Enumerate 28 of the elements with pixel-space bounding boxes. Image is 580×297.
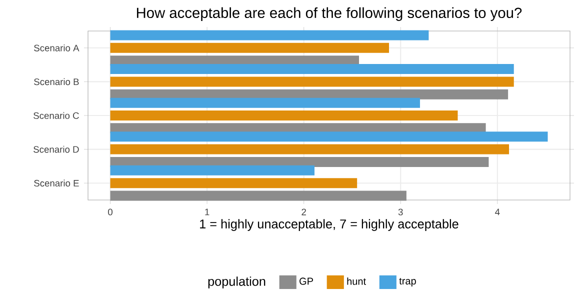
bar xyxy=(110,156,489,167)
y-tick-label: Scenario E xyxy=(34,180,79,187)
bar xyxy=(110,76,514,87)
x-tick-label: 2 xyxy=(302,208,306,216)
bar xyxy=(110,64,514,74)
x-tick-label: 4 xyxy=(495,208,500,216)
bar xyxy=(110,98,420,108)
bar xyxy=(110,144,510,154)
legend-label: trap xyxy=(399,278,416,286)
bar xyxy=(110,110,458,120)
x-axis-title: 1 = highly unacceptable, 7 = highly acceptable xyxy=(200,219,458,231)
y-tick-label: Scenario D xyxy=(34,146,79,153)
chart-title: How acceptable are each of the following scenarios to you? xyxy=(136,7,522,21)
x-tick-label: 0 xyxy=(108,208,112,216)
legend-title: population xyxy=(208,276,266,288)
y-tick-label: Scenario B xyxy=(34,78,79,86)
bar xyxy=(110,132,548,142)
legend-label: GP xyxy=(300,278,313,285)
bar xyxy=(110,165,314,176)
legend-label: hunt xyxy=(347,278,366,285)
y-tick-label: Scenario C xyxy=(34,112,79,119)
bar xyxy=(110,42,390,53)
x-tick-label: 3 xyxy=(398,208,403,216)
bar xyxy=(110,30,429,40)
x-tick-label: 1 xyxy=(205,208,210,216)
bar xyxy=(110,190,406,201)
y-tick-label: Scenario A xyxy=(34,44,80,52)
bar xyxy=(110,178,358,188)
